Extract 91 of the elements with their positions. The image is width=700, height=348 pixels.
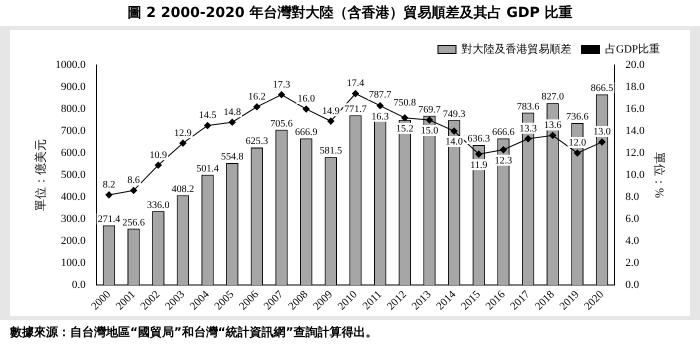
y-tick-label: 300.0	[60, 212, 86, 225]
point	[426, 116, 433, 124]
y2-tick-label: 2.0	[625, 256, 640, 269]
y2-tick-label: 4.0	[625, 234, 640, 247]
data-label: 581.5	[320, 146, 342, 157]
data-label: 827.0	[541, 92, 564, 103]
data-label: 771.7	[344, 104, 367, 115]
legend-label: 對大陸及香港貿易順差	[461, 42, 572, 56]
data-label: 8.6	[127, 175, 140, 186]
point	[475, 150, 482, 158]
point	[352, 90, 359, 98]
data-label: 271.4	[98, 214, 120, 225]
data-label: 14.0	[445, 136, 463, 148]
point	[598, 138, 606, 146]
point	[549, 132, 556, 139]
data-label: 787.7	[368, 89, 392, 100]
y2-tick-label: 8.0	[625, 190, 640, 203]
y-tick-label: 200.0	[60, 234, 86, 247]
point	[278, 91, 286, 98]
data-label: 10.9	[150, 150, 168, 161]
point	[327, 118, 334, 125]
data-label: 13.6	[544, 120, 562, 132]
y-tick-label: 0.0	[72, 279, 86, 291]
data-label: 15.0	[420, 126, 438, 137]
legend-label: 占GDP比重	[604, 42, 660, 56]
point	[376, 102, 384, 110]
text: 數據來源：自台灣地區“國貿局”和台灣“統計資訊網”查詢計算得出。	[8, 324, 379, 341]
y2-tick-label: 16.0	[625, 102, 646, 115]
data-label: 16.3	[371, 111, 389, 122]
data-label: 14.8	[223, 106, 241, 118]
data-label: 636.3	[468, 134, 490, 145]
y-tick-label: 800.0	[60, 102, 86, 115]
data-label: 554.8	[220, 152, 244, 163]
point	[253, 103, 260, 110]
point	[204, 122, 212, 130]
data-label: 750.8	[394, 97, 416, 108]
data-label: 666.6	[492, 127, 515, 138]
y2-tick-label: 0.0	[625, 279, 640, 291]
point	[154, 162, 162, 169]
y-tick-label: 500.0	[60, 168, 86, 181]
data-label: 736.6	[566, 112, 589, 123]
y-tick-label: 400.0	[60, 190, 86, 203]
data-label: 12.3	[494, 155, 512, 166]
data-label: 705.6	[270, 118, 293, 130]
y2-tick-label: 6.0	[625, 212, 640, 225]
data-label: 666.9	[294, 126, 318, 138]
data-label: 16.0	[297, 94, 315, 105]
point	[401, 114, 408, 122]
y-tick-label: 100.0	[60, 256, 86, 269]
data-label: 16.2	[248, 91, 266, 102]
data-label: 769.7	[418, 104, 441, 116]
y2-tick-label: 20.0	[625, 58, 646, 71]
point	[524, 135, 532, 142]
point	[179, 140, 186, 147]
point	[105, 191, 112, 198]
data-label: 866.5	[590, 83, 614, 94]
y-tick-label: 900.0	[60, 80, 86, 93]
data-label: 11.9	[470, 160, 488, 171]
chart-title: 圖 2 2000-2020 年台灣對大陸（含香港）貿易順差及其占 GDP 比重	[126, 4, 574, 23]
point	[228, 118, 236, 126]
data-label: 13.0	[593, 126, 611, 138]
data-label: 14.5	[198, 110, 216, 122]
y2-axis-title: 單位：%	[652, 152, 667, 198]
y-axis-title: 單位：億美元	[33, 139, 48, 212]
y-tick-label: 600.0	[60, 146, 86, 159]
data-label: 625.3	[246, 136, 268, 148]
point	[302, 106, 310, 113]
point	[500, 146, 507, 154]
y2-tick-label: 18.0	[625, 80, 646, 93]
data-label: 408.2	[172, 184, 194, 195]
data-label: 17.3	[272, 79, 290, 90]
y2-tick-label: 10.0	[625, 168, 646, 181]
data-label: 336.0	[147, 200, 170, 211]
data-label: 13.3	[519, 123, 537, 134]
y-tick-label: 700.0	[60, 124, 86, 137]
y2-tick-label: 14.0	[625, 124, 646, 137]
data-label: 256.6	[122, 217, 145, 228]
data-label: 17.4	[346, 78, 364, 90]
data-label: 783.6	[516, 101, 540, 112]
data-label: 12.9	[174, 128, 192, 139]
data-label: 8.2	[102, 179, 116, 190]
data-label: 15.2	[396, 123, 414, 134]
data-label: 14.9	[322, 106, 340, 117]
point	[574, 150, 581, 157]
point	[450, 128, 458, 135]
data-label: 501.4	[196, 163, 219, 174]
y2-tick-label: 12.0	[625, 146, 646, 159]
y-tick-label: 1000.0	[55, 58, 86, 71]
data-label: 749.3	[442, 108, 466, 120]
point	[130, 186, 138, 194]
data-label: 12.0	[568, 138, 586, 149]
